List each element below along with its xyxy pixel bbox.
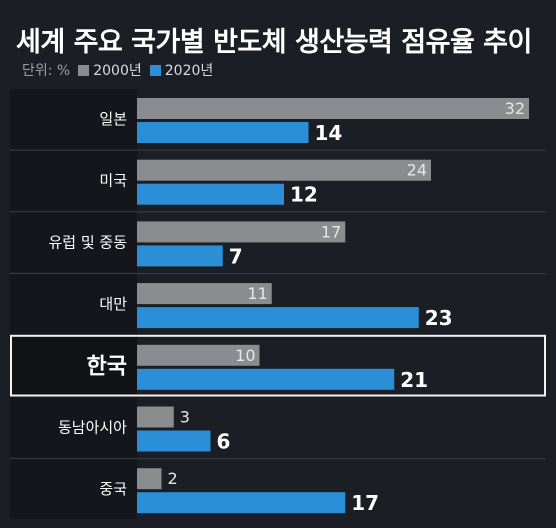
bar-2000 <box>137 344 260 366</box>
category-label: 중국 <box>99 480 127 498</box>
value-label-2020: 14 <box>315 121 343 145</box>
value-label-2000: 32 <box>505 99 525 118</box>
value-label-2020: 6 <box>217 430 231 454</box>
bar-2020 <box>137 368 395 390</box>
category-panel <box>10 459 137 519</box>
bar-2020 <box>137 122 309 143</box>
value-label-2020: 17 <box>351 491 379 515</box>
bar-2000 <box>137 98 529 119</box>
bar-2020 <box>137 307 419 329</box>
bar-2020 <box>137 245 223 267</box>
legend-label-2000: 2000년 <box>93 63 142 79</box>
category-panel <box>10 397 137 458</box>
category-panel <box>10 212 137 273</box>
legend-swatch-2020 <box>149 64 161 76</box>
bar-2020 <box>137 430 211 452</box>
category-panel <box>10 335 137 396</box>
legend-swatch-2000 <box>78 64 90 76</box>
category-panel <box>10 274 137 334</box>
bar-2000 <box>137 406 174 428</box>
legend-label-2020: 2020년 <box>164 63 214 79</box>
value-label-2000: 17 <box>321 222 341 241</box>
bar-2000 <box>137 283 272 305</box>
category-label: 미국 <box>99 172 127 190</box>
bar-2000 <box>137 221 346 243</box>
value-label-2020: 7 <box>229 244 243 268</box>
chart-title: 세계 주요 국가별 반도체 생산능력 점유율 추이 <box>16 27 532 58</box>
category-panel <box>10 89 137 149</box>
category-label: 대만 <box>99 295 127 313</box>
value-label-2020: 23 <box>425 306 453 330</box>
legend: 단위: % 2000년 2020년 <box>22 60 213 80</box>
unit-label: 단위: % <box>22 63 71 79</box>
category-label: 한국 <box>87 355 127 380</box>
bar-2000 <box>137 468 162 490</box>
category-label: 동남아시아 <box>58 418 127 436</box>
category-panel <box>10 150 137 211</box>
value-label-2000: 10 <box>235 346 255 365</box>
category-label: 유럽 및 중동 <box>48 233 127 251</box>
value-label-2000: 24 <box>407 161 427 180</box>
bar-2020 <box>137 492 346 514</box>
value-label-2020: 12 <box>290 183 318 207</box>
value-label-2000: 11 <box>247 284 267 303</box>
value-label-2000: 3 <box>180 408 190 427</box>
bar-2000 <box>137 159 431 181</box>
highlight-frame <box>10 334 546 397</box>
value-label-2020: 21 <box>400 368 428 392</box>
category-label: 일본 <box>99 110 127 128</box>
value-label-2000: 2 <box>168 469 178 488</box>
bar-2020 <box>137 183 284 205</box>
